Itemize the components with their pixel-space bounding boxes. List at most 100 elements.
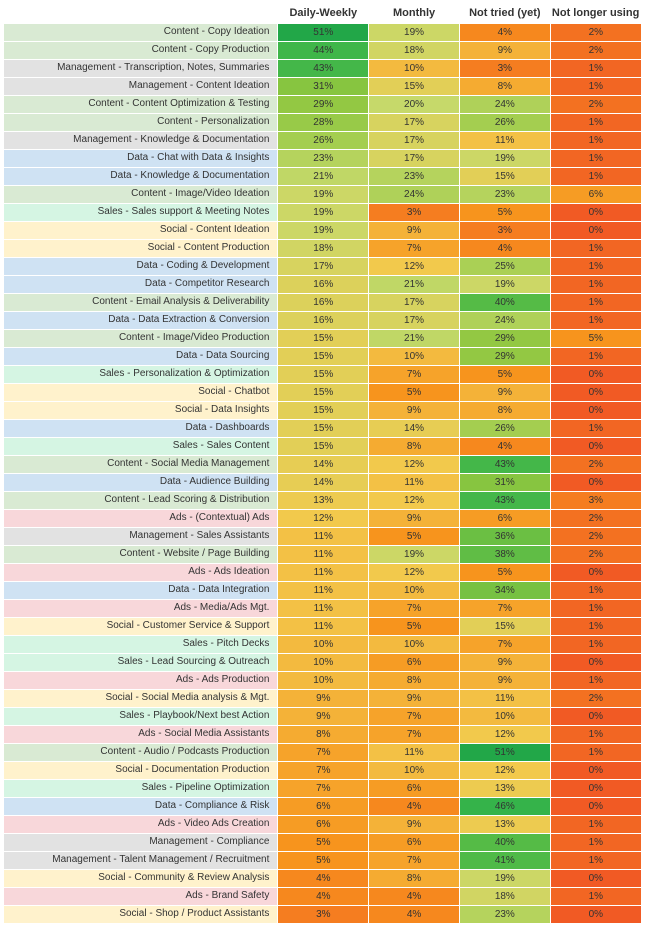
value-cell: 17%: [369, 150, 460, 168]
row-label: Data - Data Extraction & Conversion: [4, 312, 278, 330]
value-text: 1%: [589, 261, 603, 272]
table-row: Social - Content Ideation19%9%3%0%: [4, 222, 641, 240]
value-text: 6%: [589, 189, 603, 200]
value-cell: 26%: [459, 114, 550, 132]
value-cell: 9%: [459, 672, 550, 690]
value-text: 1%: [589, 297, 603, 308]
row-label: Ads - Brand Safety: [4, 888, 278, 906]
value-text: 10%: [313, 639, 333, 650]
value-cell: 2%: [550, 96, 641, 114]
value-text: 5%: [316, 837, 330, 848]
value-cell: 13%: [459, 780, 550, 798]
value-cell: 6%: [369, 834, 460, 852]
value-text: 7%: [407, 243, 421, 254]
table-row: Data - Chat with Data & Insights23%17%19…: [4, 150, 641, 168]
row-label: Data - Chat with Data & Insights: [4, 150, 278, 168]
value-cell: 12%: [459, 762, 550, 780]
value-cell: 1%: [550, 312, 641, 330]
row-label: Data - Knowledge & Documentation: [4, 168, 278, 186]
value-cell: 0%: [550, 474, 641, 492]
value-text: 7%: [498, 639, 512, 650]
row-label: Data - Audience Building: [4, 474, 278, 492]
table-row: Ads - Video Ads Creation6%9%13%1%: [4, 816, 641, 834]
value-cell: 1%: [550, 132, 641, 150]
value-text: 17%: [404, 117, 424, 128]
value-text: 10%: [404, 585, 424, 596]
value-text: 19%: [404, 549, 424, 560]
value-cell: 15%: [278, 420, 369, 438]
value-text: 0%: [589, 711, 603, 722]
value-text: 0%: [589, 783, 603, 794]
value-cell: 17%: [369, 312, 460, 330]
table-row: Management - Content Ideation31%15%8%1%: [4, 78, 641, 96]
table-row: Social - Data Insights15%9%8%0%: [4, 402, 641, 420]
table-row: Content - Image/Video Ideation19%24%23%6…: [4, 186, 641, 204]
value-text: 15%: [313, 333, 333, 344]
value-text: 16%: [313, 297, 333, 308]
value-cell: 1%: [550, 78, 641, 96]
value-cell: 4%: [459, 240, 550, 258]
value-text: 0%: [589, 477, 603, 488]
row-label: Data - Dashboards: [4, 420, 278, 438]
table-row: Social - Social Media analysis & Mgt.9%9…: [4, 690, 641, 708]
value-cell: 0%: [550, 870, 641, 888]
value-cell: 7%: [278, 744, 369, 762]
value-cell: 4%: [369, 798, 460, 816]
value-text: 7%: [407, 855, 421, 866]
value-text: 18%: [404, 45, 424, 56]
value-text: 7%: [407, 711, 421, 722]
value-cell: 10%: [278, 672, 369, 690]
value-cell: 2%: [550, 690, 641, 708]
value-cell: 24%: [459, 96, 550, 114]
value-cell: 6%: [550, 186, 641, 204]
table-row: Management - Compliance5%6%40%1%: [4, 834, 641, 852]
value-text: 4%: [498, 27, 512, 38]
row-label: Sales - Sales Content: [4, 438, 278, 456]
value-text: 5%: [407, 531, 421, 542]
value-text: 1%: [589, 819, 603, 830]
value-text: 44%: [313, 45, 333, 56]
value-cell: 1%: [550, 294, 641, 312]
value-text: 9%: [407, 819, 421, 830]
value-cell: 19%: [459, 870, 550, 888]
table-row: Ads - Brand Safety4%4%18%1%: [4, 888, 641, 906]
value-text: 1%: [589, 63, 603, 74]
value-cell: 1%: [550, 852, 641, 870]
value-cell: 7%: [369, 726, 460, 744]
value-text: 0%: [589, 441, 603, 452]
value-text: 8%: [498, 405, 512, 416]
value-cell: 7%: [278, 780, 369, 798]
value-text: 9%: [316, 693, 330, 704]
value-cell: 5%: [278, 834, 369, 852]
value-text: 19%: [313, 225, 333, 236]
value-cell: 6%: [459, 510, 550, 528]
value-cell: 10%: [278, 654, 369, 672]
value-cell: 9%: [369, 816, 460, 834]
row-label: Management - Knowledge & Documentation: [4, 132, 278, 150]
value-text: 1%: [589, 243, 603, 254]
row-label: Content - Audio / Podcasts Production: [4, 744, 278, 762]
value-text: 0%: [589, 369, 603, 380]
value-cell: 38%: [459, 546, 550, 564]
heatmap-table-container: Daily-Weekly Monthly Not tried (yet) Not…: [0, 0, 645, 934]
value-cell: 23%: [278, 150, 369, 168]
value-text: 21%: [404, 333, 424, 344]
value-text: 13%: [495, 783, 515, 794]
value-cell: 12%: [369, 258, 460, 276]
table-row: Content - Email Analysis & Deliverabilit…: [4, 294, 641, 312]
row-label: Management - Talent Management / Recruit…: [4, 852, 278, 870]
value-text: 23%: [313, 153, 333, 164]
value-cell: 5%: [550, 330, 641, 348]
table-row: Content - Personalization28%17%26%1%: [4, 114, 641, 132]
value-cell: 1%: [550, 276, 641, 294]
row-label: Sales - Pipeline Optimization: [4, 780, 278, 798]
table-row: Data - Coding & Development17%12%25%1%: [4, 258, 641, 276]
row-label: Management - Content Ideation: [4, 78, 278, 96]
value-cell: 19%: [369, 546, 460, 564]
value-cell: 8%: [369, 438, 460, 456]
value-cell: 8%: [369, 870, 460, 888]
header-col-0: Daily-Weekly: [278, 4, 369, 24]
value-cell: 40%: [459, 834, 550, 852]
row-label: Content - Content Optimization & Testing: [4, 96, 278, 114]
value-cell: 15%: [278, 348, 369, 366]
